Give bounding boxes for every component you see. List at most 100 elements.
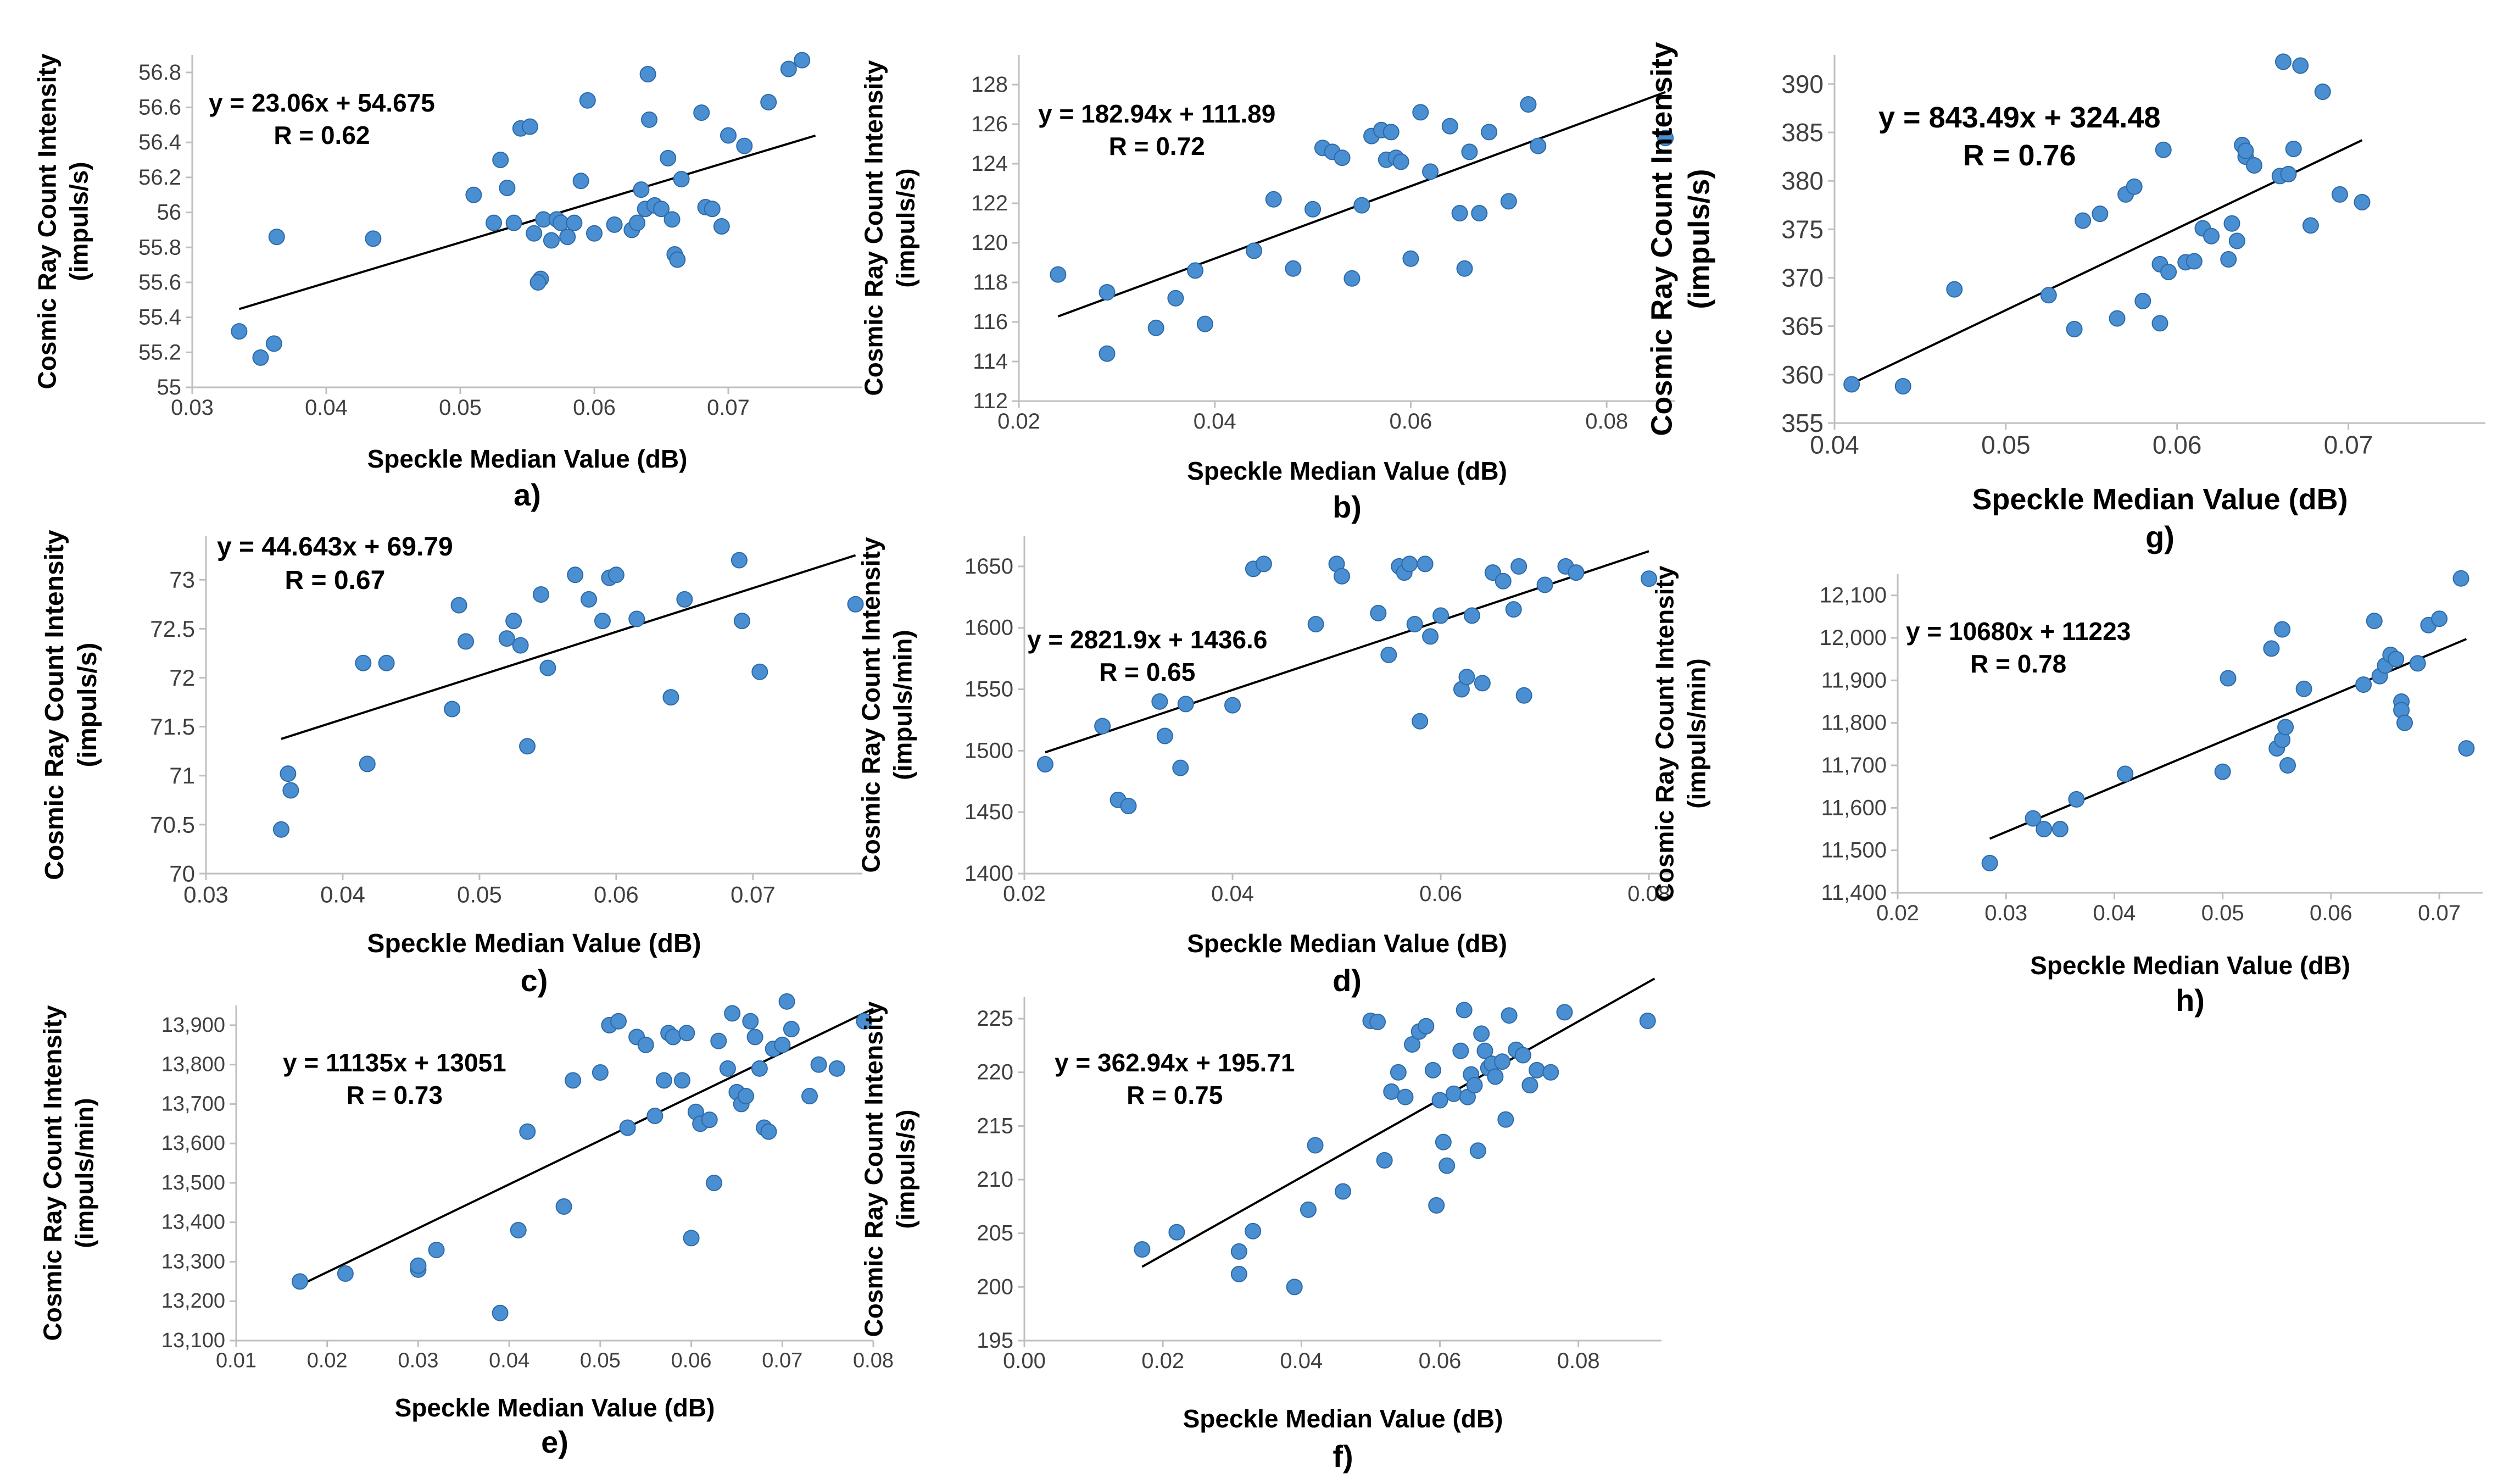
chart-c-y-tick-label: 73	[169, 567, 195, 593]
chart-h-y-tick-label: 12,000	[1820, 626, 1887, 650]
chart-e-data-point	[783, 1021, 800, 1038]
chart-a-data-point	[265, 335, 282, 352]
chart-g-data-point	[2285, 141, 2302, 158]
chart-a-data-point	[736, 137, 753, 154]
chart-g-y-tick-label: 360	[1781, 360, 1824, 389]
chart-c-data-point	[444, 701, 461, 718]
chart-c-data-point	[731, 552, 748, 569]
chart-g-panel-label: g)	[2145, 520, 2175, 554]
chart-e-y-tick-label: 13,200	[161, 1290, 225, 1313]
chart-f-data-point	[1487, 1068, 1504, 1085]
chart-g-y-tick-label: 390	[1781, 70, 1824, 98]
chart-g-y-tick-label: 385	[1781, 118, 1824, 147]
chart-f-data-point	[1476, 1042, 1493, 1059]
chart-d-y-tick-label: 1450	[964, 800, 1013, 824]
chart-d-x-tick-label: 0.04	[1211, 882, 1254, 906]
chart-g-y-tick-label: 355	[1781, 409, 1824, 437]
chart-e-data-point	[719, 1060, 736, 1077]
chart-b-data-point	[1500, 193, 1517, 210]
chart-d-x-tick-label: 0.02	[1003, 882, 1046, 906]
chart-f-data-point	[1428, 1197, 1445, 1214]
chart-e-panel-label: e)	[541, 1425, 568, 1459]
chart-e-data-point	[701, 1111, 718, 1129]
chart-a-x-tick-label: 0.07	[707, 396, 750, 420]
chart-g-data-point	[2220, 251, 2237, 268]
chart-a-trend-line	[238, 134, 816, 310]
chart-d-equation-box: y = 2821.9x + 1436.6 R = 0.65	[1027, 624, 1267, 688]
chart-a-data-point	[641, 111, 658, 128]
chart-f-data-point	[1529, 1061, 1546, 1079]
chart-a-data-point	[505, 214, 522, 231]
chart-e-x-tick-label: 0.06	[671, 1349, 712, 1372]
chart-c-y-tick-label: 72.5	[150, 616, 195, 642]
chart-c-x-tick-label: 0.05	[457, 881, 502, 907]
chart-d-y-tick-label: 1600	[964, 616, 1013, 640]
chart-b-data-point	[1099, 345, 1116, 362]
chart-g-data-point	[2155, 141, 2172, 158]
chart-b-data-point	[1196, 315, 1213, 332]
chart-c-data-point	[567, 566, 584, 583]
chart-d-data-point	[1151, 693, 1168, 710]
chart-c-r-value: R = 0.67	[285, 566, 386, 596]
chart-g-data-point	[2292, 57, 2309, 74]
chart-a-data-point	[566, 214, 583, 231]
chart-d-y-label-line1: Cosmic Ray Count Intensity	[856, 537, 885, 872]
chart-a-data-point	[231, 323, 248, 340]
chart-e-data-point	[292, 1273, 308, 1290]
chart-b-r-value: R = 0.72	[1108, 131, 1205, 160]
chart-b-y-tick-label: 116	[973, 310, 1008, 334]
chart-g-y-label-line1: Cosmic Ray Count Intensity	[1645, 42, 1679, 436]
chart-e-data-point	[610, 1013, 627, 1030]
chart-e-data-point	[655, 1072, 672, 1089]
chart-h-y-tick-label: 11,600	[1821, 796, 1887, 820]
chart-d-data-point	[1177, 696, 1194, 713]
chart-f-y-label: Cosmic Ray Count Intensity (impuls/s)	[858, 975, 922, 1363]
chart-a-data-point	[526, 225, 543, 242]
chart-b-data-point	[1456, 260, 1473, 277]
chart-b-data-point	[1304, 201, 1322, 218]
chart-g-data-point	[2314, 84, 2331, 100]
chart-f-x-tick-label: 0.00	[1003, 1349, 1046, 1373]
chart-b-data-point	[1334, 149, 1351, 166]
chart-h-x-tick-label: 0.05	[2201, 901, 2244, 925]
chart-b-x-tick-label: 0.06	[1390, 409, 1432, 433]
chart-a-y-tick-label: 55	[157, 375, 182, 399]
chart-f-data-point	[1286, 1279, 1303, 1296]
chart-h-data-point	[2295, 680, 2312, 697]
chart-e-data-point	[751, 1060, 768, 1077]
chart-e-data-point	[510, 1222, 527, 1239]
chart-d-data-point	[1172, 759, 1189, 776]
chart-b-x-tick-label: 0.08	[1585, 409, 1628, 433]
chart-e-data-point	[555, 1198, 572, 1215]
chart-b-y-tick-label: 128	[971, 73, 1008, 97]
chart-e-y-tick-label: 13,300	[161, 1250, 225, 1273]
chart-h-x-label: Speckle Median Value (dB)	[2030, 951, 2350, 980]
chart-d-data-point	[1380, 646, 1397, 663]
chart-c-data-point	[581, 591, 598, 608]
chart-a-data-point	[780, 60, 797, 77]
chart-f-data-point	[1435, 1133, 1452, 1150]
chart-d-x-label: Speckle Median Value (dB)	[1187, 929, 1507, 958]
chart-h-data-point	[2409, 655, 2426, 672]
chart-f-trend-line	[1141, 977, 1655, 1268]
chart-f-x-label: Speckle Median Value (dB)	[1183, 1404, 1503, 1433]
chart-d-data-point	[1224, 697, 1241, 714]
chart-c-data-point	[280, 765, 297, 782]
chart-a-y-tick-label: 56.6	[138, 96, 181, 120]
chart-h-data-point	[2277, 719, 2294, 736]
chart-h-data-point	[2263, 640, 2280, 657]
chart-d-data-point	[1432, 607, 1449, 624]
chart-e-data-point	[665, 1029, 682, 1046]
chart-f-equation: y = 362.94x + 195.71	[1055, 1048, 1295, 1077]
chart-e-data-point	[492, 1304, 509, 1321]
chart-f-y-tick-label: 220	[977, 1060, 1013, 1085]
chart-f-data-point	[1230, 1265, 1247, 1282]
chart-e-data-point	[337, 1265, 354, 1282]
chart-f-y-label-line2: (impuls/s)	[891, 1109, 919, 1229]
chart-g-data-point	[2075, 212, 2092, 229]
chart-f-data-point	[1383, 1083, 1400, 1100]
chart-g-y-tick-label: 370	[1781, 264, 1824, 292]
chart-a-data-point	[586, 225, 603, 242]
chart-c-data-point	[355, 654, 372, 671]
chart-c-data-point	[450, 597, 467, 614]
